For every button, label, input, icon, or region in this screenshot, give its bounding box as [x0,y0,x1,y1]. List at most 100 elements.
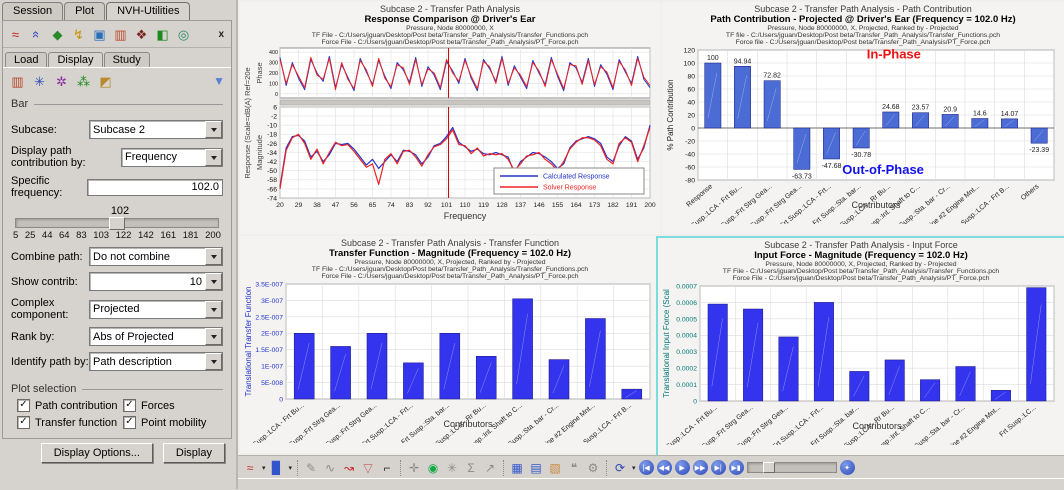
checkbox-point-mobility[interactable]: ✓ Point mobility [123,416,227,429]
swap-pages-dropdown-arrow[interactable]: ▾ [632,464,636,472]
filter-triangle-icon[interactable]: ▽ [363,460,373,475]
chevron-down-icon[interactable] [205,121,222,138]
crosshair-icon[interactable]: ✛ [409,460,420,475]
chevron-down-icon[interactable] [205,328,222,345]
input-force-plot-window[interactable]: Subcase 2 - Transfer Path Analysis - Inp… [656,236,1064,460]
plot-bottom-toolbar: ≈ ▾ ▉ ▾ ✎ ∿ ↝ ▽ ⌐ ✛ ◉ ✳ Σ ↗ ▦ ▤ ▧ ❝ ⚙ ⟳ ▾ |◀ ◀◀ ▶ ▶▶ ▶| ▶▮ ✦ [238,455,1064,479]
slider-thumb[interactable] [109,217,126,230]
sub-tab-study[interactable]: Study [103,52,150,67]
plot-note: TF File - C:/Users/jguan/Desktop/Post be… [311,32,589,39]
plot-note: Force File - C:/Users/jguan/Desktop/Post… [321,273,579,280]
bar-chart-tool-icon[interactable]: ▥ [11,73,24,89]
animation-slider[interactable] [746,462,837,473]
animation-settings-button[interactable]: ✦ [839,460,855,475]
bar-plot-type-dropdown-arrow[interactable]: ▾ [288,464,293,472]
slider-tick-label: 25 [24,230,36,241]
plot-note: Force file - C:/Users/jguan/Desktop/Post… [735,39,991,46]
gear-icon[interactable]: ⚙ [587,460,599,475]
sum-icon[interactable]: Σ [467,460,475,475]
nav-rewind-button[interactable]: ◀◀ [656,460,672,475]
bar-plot-type-dropdown[interactable]: ▉ [271,460,282,475]
swap-pages-dropdown[interactable]: ⟳ [615,460,626,475]
curve-plot-type-dropdown-arrow[interactable]: ▾ [262,464,266,472]
chevron-down-icon[interactable] [205,353,222,370]
chevrons-icon[interactable]: « [29,30,44,38]
color-wheel-icon[interactable]: ◉ [427,460,439,475]
lightning-icon[interactable]: ↯ [73,26,84,42]
layout-grid-icon[interactable]: ▤ [530,460,542,475]
show-contrib-spinner[interactable]: 10 [89,272,223,291]
slider-groove[interactable] [15,217,219,230]
waterfall-tool-icon[interactable]: ⁂ [77,73,90,89]
colormap-tool-icon[interactable]: ◩ [99,73,112,89]
top-tab-session[interactable]: Session [2,2,64,20]
svg-text:0: 0 [691,125,695,132]
xy-curves-icon[interactable]: ≈ [11,26,20,42]
svg-text:0.0007: 0.0007 [676,283,697,290]
grid-icon[interactable]: ▦ [511,460,523,475]
chevron-down-icon[interactable] [205,300,222,318]
red-curve-icon[interactable]: ↝ [344,460,355,475]
path-contribution-plot-window[interactable]: Subcase 2 - Transfer Path Analysis - Pat… [662,2,1064,239]
notes-icon[interactable]: ▧ [549,460,561,475]
scatter-tool-icon[interactable]: ✲ [56,73,67,89]
rank-by-dropdown[interactable]: Abs of Projected [89,327,223,346]
transfer-function-plot-window[interactable]: Subcase 2 - Transfer Path Analysis - Tra… [240,236,660,458]
chevron-down-icon[interactable] [205,273,222,290]
complex-component-dropdown[interactable]: Projected [89,299,223,319]
curve-math-icon[interactable]: ∿ [325,460,336,475]
media-plot-icon[interactable]: ▣ [93,26,106,42]
svg-text:0.0004: 0.0004 [676,333,697,340]
display-button[interactable]: Display [162,443,225,463]
sub-tab-display[interactable]: Display [48,52,103,67]
checkbox-transfer-function[interactable]: ✓ Transfer function [17,416,121,429]
animation-slider-thumb[interactable] [763,462,776,473]
plot-selection-label: Plot selection [11,383,77,395]
combine-path-dropdown[interactable]: Do not combine [89,247,223,266]
nav-play-end-button[interactable]: ▶▮ [728,460,744,475]
input-force-chart[interactable]: 0.0007 0.0006 0.0005 0.0004 0.0003 0.0002 0.00… [657,282,1062,460]
display-by-dropdown[interactable]: Frequency [121,147,223,167]
transfer-function-chart[interactable]: 3.5E-007 3E-007 2.5E-007 2E-007 1.5E-007 1E-0… [242,280,658,458]
close-panel-button[interactable]: x [218,28,224,40]
top-tab-plot[interactable]: Plot [64,2,106,20]
matrix-icon[interactable]: ◧ [156,26,169,42]
machinery-icon[interactable]: ❖ [135,26,148,42]
dsa-bars-icon[interactable]: ▥ [114,26,127,42]
svg-text:146: 146 [533,202,545,209]
nav-first-button[interactable]: |◀ [638,460,654,475]
checkbox-forces[interactable]: ✓ Forces [123,399,227,412]
copy-curve-icon[interactable]: ✎ [306,460,317,475]
sub-tab-bar: Load Display Study [3,47,231,67]
path-contribution-chart[interactable]: 120 100 80 60 40 20 0 -20 -40 -60 -80 100 94.94 72.82… [664,46,1062,239]
identify-path-by-dropdown[interactable]: Path description [89,352,223,371]
filter-icon[interactable]: ▼ [213,74,225,88]
plot-selection-separator: Plot selection [11,383,223,395]
svg-text:191: 191 [626,202,638,209]
response-comparison-chart[interactable]: 20 29 38 47 56 65 74 83 92 101 110 119 128 137 146 155 1… [242,46,658,224]
sub-tab-load[interactable]: Load [5,52,48,67]
chevron-down-icon[interactable] [205,248,222,265]
nav-play-button[interactable]: ▶ [674,460,690,475]
svg-text:24.68: 24.68 [882,104,900,111]
display-options-button[interactable]: Display Options... [40,443,153,463]
subcase-dropdown[interactable]: Subcase 2 [89,120,223,139]
asterisk-icon[interactable]: ✳ [447,460,458,475]
chevron-down-icon[interactable] [205,148,222,166]
comment-icon[interactable]: ❝ [570,460,578,475]
svg-text:74: 74 [387,202,395,209]
response-comparison-plot-window[interactable]: Subcase 2 - Transfer Path Analysis Respo… [240,2,660,234]
top-tab-nvh-utilities[interactable]: NVH-Utilities [106,2,191,20]
specific-frequency-input[interactable] [87,178,223,196]
spline-icon[interactable]: ↗ [485,460,496,475]
curve-plot-type-dropdown[interactable]: ≈ [246,460,254,475]
axis-curve-icon[interactable]: ⌐ [383,460,391,475]
checkbox-path-contribution[interactable]: ✓ Path contribution [17,399,121,412]
svg-text:Translational Transfer Functio: Translational Transfer Function [244,287,253,397]
nav-last-button[interactable]: ▶| [710,460,726,475]
plot-note: Pressure, Node 80000000, X, Projected, R… [765,261,957,268]
radar-tool-icon[interactable]: ✳ [34,73,45,89]
nav-forward-button[interactable]: ▶▶ [692,460,708,475]
torus-icon[interactable]: ◎ [177,26,190,42]
mesh-model-icon[interactable]: ◆ [52,26,63,42]
